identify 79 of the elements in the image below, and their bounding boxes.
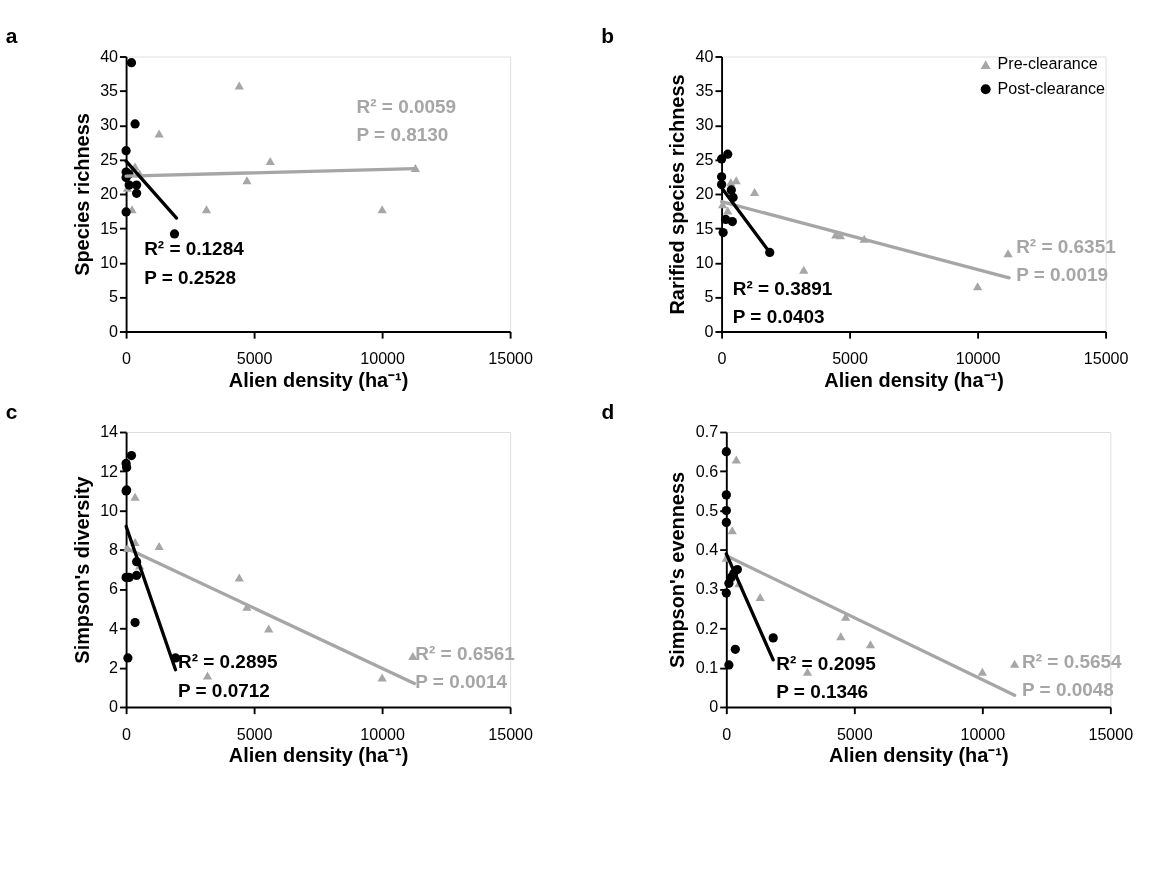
- y-tick-label: 4: [109, 618, 119, 637]
- x-axis-title: Alien density (ha⁻¹): [824, 368, 1004, 391]
- x-axis-title: Alien density (ha⁻¹): [228, 744, 409, 767]
- annotation: P = 0.0403: [732, 305, 825, 327]
- y-tick-label: 8: [109, 540, 119, 559]
- y-tick-label: 10: [100, 500, 119, 519]
- x-tick-label: 15000: [488, 724, 534, 743]
- x-tick-label: 15000: [1088, 724, 1134, 743]
- annotation: R² = 0.5654: [1022, 651, 1123, 673]
- x-tick-label: 0: [122, 349, 132, 368]
- y-tick-label: 5: [109, 287, 119, 306]
- x-tick-label: 10000: [955, 349, 1001, 368]
- y-tick-label: 0: [109, 321, 119, 340]
- y-tick-label: 14: [100, 422, 119, 441]
- y-tick-label: 35: [695, 81, 714, 100]
- x-axis-title: Alien density (ha⁻¹): [228, 368, 409, 391]
- x-tick-label: 0: [722, 724, 732, 743]
- y-tick-label: 0: [109, 697, 119, 716]
- x-axis-title: Alien density (ha⁻¹): [829, 744, 1009, 767]
- annotation: R² = 0.2895: [177, 650, 278, 672]
- y-tick-label: 12: [100, 461, 119, 480]
- annotation: R² = 0.1284: [144, 237, 245, 259]
- annotation: R² = 0.2095: [776, 652, 877, 674]
- annotation: P = 0.0019: [1016, 263, 1109, 285]
- y-tick-label: 15: [100, 218, 119, 237]
- y-tick-label: 10: [695, 252, 714, 271]
- y-tick-label: 0.3: [695, 579, 719, 598]
- y-axis-title: Rarified species richness: [666, 74, 689, 315]
- legend-label: Pre-clearance: [997, 54, 1098, 73]
- y-tick-label: 30: [695, 115, 714, 134]
- chart-title: c: [5, 399, 18, 423]
- annotation: P = 0.0014: [415, 671, 508, 693]
- annotation: R² = 0.6561: [415, 643, 516, 665]
- y-tick-label: 10: [100, 252, 119, 271]
- x-tick-label: 5000: [236, 724, 273, 743]
- y-tick-label: 40: [695, 46, 714, 65]
- x-tick-label: 15000: [488, 349, 534, 368]
- y-tick-label: 15: [695, 218, 714, 237]
- y-tick-label: 5: [704, 287, 714, 306]
- y-tick-label: 0.1: [695, 657, 719, 676]
- y-tick-label: 0.2: [695, 618, 719, 637]
- annotation: P = 0.1346: [776, 680, 869, 702]
- y-tick-label: 25: [100, 149, 119, 168]
- y-tick-label: 20: [695, 184, 714, 203]
- y-axis-title: Simpson's evenness: [666, 471, 689, 669]
- x-tick-label: 10000: [360, 349, 406, 368]
- y-tick-label: 0: [704, 321, 714, 340]
- x-tick-label: 10000: [360, 724, 406, 743]
- x-tick-label: 5000: [236, 349, 273, 368]
- chart-title: a: [5, 24, 18, 48]
- y-tick-label: 0: [709, 697, 719, 716]
- x-tick-label: 5000: [832, 349, 869, 368]
- chart-title: b: [601, 24, 615, 48]
- annotation: R² = 0.6351: [1016, 235, 1117, 257]
- annotation: P = 0.0712: [177, 680, 270, 702]
- legend-label: Post-clearance: [997, 78, 1106, 97]
- y-tick-label: 2: [109, 657, 119, 676]
- y-tick-label: 0.6: [695, 461, 719, 480]
- annotation: P = 0.8130: [356, 124, 449, 146]
- y-tick-label: 35: [100, 81, 119, 100]
- x-tick-label: 10000: [960, 724, 1006, 743]
- y-axis-title: Species richness: [70, 113, 93, 276]
- x-tick-label: 15000: [1083, 349, 1129, 368]
- chart-title: d: [601, 399, 615, 423]
- x-tick-label: 5000: [836, 724, 873, 743]
- y-tick-label: 6: [109, 579, 119, 598]
- y-tick-label: 0.4: [695, 540, 719, 559]
- y-tick-label: 0.7: [695, 422, 719, 441]
- x-tick-label: 0: [122, 724, 132, 743]
- y-tick-label: 30: [100, 115, 119, 134]
- y-tick-label: 0.5: [695, 500, 719, 519]
- y-tick-label: 25: [695, 149, 714, 168]
- y-axis-title: Simpson's diversity: [70, 476, 93, 664]
- annotation: P = 0.0048: [1022, 679, 1114, 701]
- annotation: P = 0.2528: [144, 266, 237, 288]
- y-tick-label: 20: [100, 184, 119, 203]
- annotation: R² = 0.0059: [356, 96, 457, 118]
- y-tick-label: 40: [100, 46, 119, 65]
- annotation: R² = 0.3891: [732, 277, 833, 299]
